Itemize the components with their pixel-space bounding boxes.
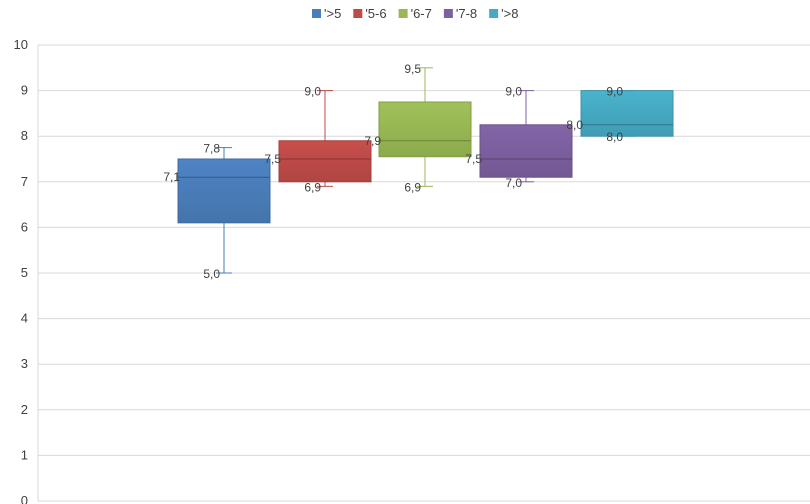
box bbox=[580, 90, 674, 137]
legend-swatch bbox=[443, 9, 453, 18]
y-tick-label: 2 bbox=[21, 402, 28, 417]
min-label: 6,9 bbox=[404, 180, 421, 194]
legend: '>5 '5-6 '6-7 '7-8 '>8 bbox=[312, 6, 518, 21]
box bbox=[479, 124, 573, 178]
legend-label: '7-8 bbox=[456, 6, 477, 21]
y-tick-label: 1 bbox=[21, 447, 28, 462]
max-label: 9,0 bbox=[304, 85, 321, 99]
y-tick-label: 7 bbox=[21, 174, 28, 189]
box-series-0: 7,8 7,1 5,0 bbox=[163, 142, 271, 281]
min-label: 5,0 bbox=[203, 267, 220, 281]
median-label: 8,0 bbox=[566, 118, 583, 132]
y-tick-label: 10 bbox=[14, 37, 28, 52]
y-tick-label: 0 bbox=[21, 493, 28, 504]
plot-area: 7,8 7,1 5,0 9,0 7,5 6,9 9,5 7,9 6,9 9,0 7,5 7,0 9,0 8… bbox=[163, 62, 674, 281]
min-label: 8,0 bbox=[606, 130, 623, 144]
box-series-2: 9,5 7,9 6,9 bbox=[364, 62, 472, 194]
median-label: 7,5 bbox=[264, 152, 281, 166]
legend-label: '>8 bbox=[501, 6, 518, 21]
box bbox=[278, 140, 372, 183]
y-tick-label: 4 bbox=[21, 311, 28, 326]
max-label: 7,8 bbox=[203, 142, 220, 156]
median-label: 7,9 bbox=[364, 134, 381, 148]
legend-item-0: '>5 bbox=[312, 6, 341, 21]
box bbox=[378, 101, 472, 158]
legend-label: '>5 bbox=[324, 6, 341, 21]
legend-swatch bbox=[353, 9, 363, 18]
min-label: 6,9 bbox=[304, 180, 321, 194]
legend-swatch bbox=[489, 9, 499, 18]
y-tick-label: 5 bbox=[21, 265, 28, 280]
max-label: 9,0 bbox=[505, 85, 522, 99]
legend-item-3: '7-8 bbox=[443, 6, 477, 21]
box-series-4: 9,0 8,0 8,0 bbox=[566, 85, 674, 144]
legend-item-4: '>8 bbox=[489, 6, 518, 21]
legend-swatch bbox=[312, 9, 321, 18]
y-tick-label: 9 bbox=[21, 83, 28, 98]
min-label: 7,0 bbox=[505, 176, 522, 190]
box-series-3: 9,0 7,5 7,0 bbox=[465, 85, 573, 190]
median-label: 7,1 bbox=[163, 170, 180, 184]
y-tick-label: 8 bbox=[21, 128, 28, 143]
max-label: 9,5 bbox=[404, 62, 421, 76]
max-label: 9,0 bbox=[606, 85, 623, 99]
box-series-1: 9,0 7,5 6,9 bbox=[264, 85, 372, 194]
median-label: 7,5 bbox=[465, 152, 482, 166]
y-tick-label: 3 bbox=[21, 356, 28, 371]
y-tick-label: 6 bbox=[21, 219, 28, 234]
legend-item-1: '5-6 bbox=[353, 6, 387, 21]
y-axis: 0 1 2 3 4 5 6 7 8 9 10 bbox=[14, 37, 39, 504]
legend-item-2: '6-7 bbox=[398, 6, 432, 21]
legend-swatch bbox=[398, 9, 408, 18]
legend-label: '5-6 bbox=[365, 6, 386, 21]
box bbox=[177, 158, 271, 224]
legend-label: '6-7 bbox=[411, 6, 432, 21]
